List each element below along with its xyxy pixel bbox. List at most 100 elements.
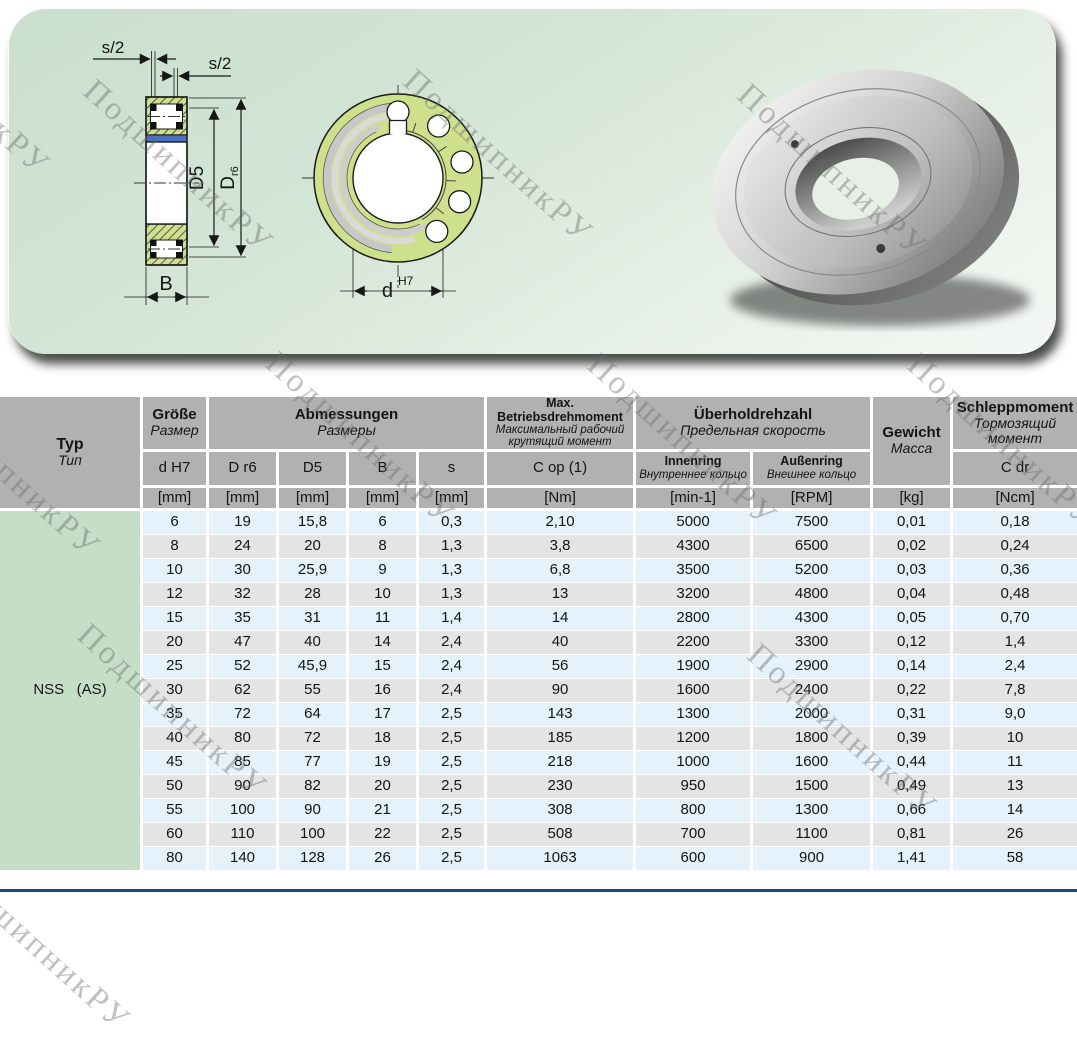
data-cell: 72	[279, 726, 349, 751]
drawing-panel: s/2 s/2 D5 Dr6 B	[8, 8, 1056, 354]
data-cell: 1063	[487, 846, 637, 871]
data-cell: 80	[209, 726, 279, 751]
data-cell: 14	[953, 798, 1077, 823]
data-cell: 0,70	[953, 606, 1077, 631]
table-row: 8 24 20 8 1,3 3,8 4300 6500 0,02 0,24	[0, 534, 1077, 559]
data-cell: 2,10	[487, 510, 637, 535]
data-cell: 21	[349, 798, 419, 823]
data-cell: 0,12	[873, 630, 954, 655]
data-cell: 0,05	[873, 606, 954, 631]
data-cell: 15	[143, 606, 209, 631]
data-cell: 25,9	[279, 558, 349, 583]
data-cell: 1000	[636, 750, 754, 775]
data-cell: 11	[953, 750, 1077, 775]
dim-label-dr6: Dr6	[218, 166, 241, 190]
data-cell: 50	[143, 774, 209, 799]
dim-label-s2-2: s/2	[209, 54, 232, 73]
unit-mm-1: [mm]	[143, 487, 209, 511]
data-cell: 24	[209, 534, 279, 559]
header-schleppmoment-ru1: Тормозящий	[973, 414, 1057, 431]
data-cell: 31	[279, 606, 349, 631]
header-max-moment: Max. Betriebsdrehmoment Максимальный раб…	[487, 396, 637, 452]
data-cell: 47	[209, 630, 279, 655]
data-cell: 1,3	[419, 558, 488, 583]
data-cell: 508	[487, 822, 637, 847]
data-cell: 15	[349, 654, 419, 679]
data-cell: 25	[143, 654, 209, 679]
freewheel-front-view-drawing: d H7	[302, 85, 497, 302]
data-cell: 0,31	[873, 702, 954, 727]
keyway-notch	[388, 119, 408, 134]
data-cell: 700	[636, 822, 754, 847]
data-cell: 22	[349, 822, 419, 847]
dim-label-d5: D5	[187, 166, 208, 190]
data-cell: 2400	[753, 678, 874, 703]
header-ueberholdrehzahl: Überholdrehzahl Предельная скорость	[636, 397, 874, 452]
table-row: 12 32 28 10 1,3 13 3200 4800 0,04 0,48	[0, 582, 1077, 607]
data-cell: 3500	[636, 558, 754, 583]
data-cell: 14	[487, 606, 637, 631]
data-cell: 58	[953, 846, 1077, 871]
data-cell: 20	[349, 774, 419, 799]
header-ueberholdrehzahl-de: Überholdrehzahl	[693, 406, 813, 424]
data-cell: 32	[209, 582, 279, 607]
data-cell: 3200	[636, 582, 754, 607]
header-groesse: Größe Размер	[143, 397, 209, 452]
unit-min-1: [min-1]	[636, 487, 754, 511]
data-cell: 1100	[753, 822, 874, 847]
subheader-c-op: C op (1)	[487, 451, 637, 488]
table-row: 60 110 100 22 2,5 508 700 1100 0,81 26	[0, 822, 1077, 847]
data-cell: 40	[143, 726, 209, 751]
data-cell: 1600	[753, 750, 874, 775]
data-cell: 60	[143, 822, 209, 847]
data-cell: 8	[143, 534, 209, 559]
data-cell: 82	[279, 774, 349, 799]
data-cell: 0,3	[419, 510, 488, 535]
data-cell: 30	[143, 678, 209, 703]
data-cell: 100	[209, 798, 279, 823]
bearing-photo	[711, 69, 1030, 326]
table-row: 55 100 90 21 2,5 308 800 1300 0,66 14	[0, 798, 1077, 823]
table-row: 30 62 55 16 2,4 90 1600 2400 0,22 7,8	[0, 678, 1077, 703]
watermark-text: ПодшипникРУ	[0, 849, 138, 1039]
data-cell: 5000	[636, 510, 754, 535]
data-cell: 2900	[753, 654, 874, 679]
data-cell: 6500	[753, 534, 874, 559]
data-cell: 0,14	[873, 654, 954, 679]
data-cell: 55	[279, 678, 349, 703]
data-cell: 16	[349, 678, 419, 703]
header-ueberholdrehzahl-ru: Предельная скорость	[680, 422, 826, 439]
data-cell: 30	[209, 558, 279, 583]
data-cell: 9	[349, 558, 419, 583]
table-row: 40 80 72 18 2,5 185 1200 1800 0,39 10	[0, 726, 1077, 751]
data-cell: 1800	[753, 726, 874, 751]
table-row: 25 52 45,9 15 2,4 56 1900 2900 0,14 2,4	[0, 654, 1077, 679]
data-cell: 1,41	[873, 846, 954, 871]
data-cell: 0,04	[873, 582, 954, 607]
data-cell: 8	[349, 534, 419, 559]
subheader-d-h7: d H7	[143, 451, 209, 488]
data-cell: 13	[953, 774, 1077, 799]
subheader-d5: D5	[279, 451, 349, 488]
data-cell: 0,18	[953, 510, 1077, 535]
unit-nm: [Nm]	[487, 487, 637, 511]
data-cell: 3300	[753, 630, 874, 655]
data-cell: 1,3	[419, 534, 488, 559]
data-cell: 4300	[636, 534, 754, 559]
data-cell: 0,36	[953, 558, 1077, 583]
bearing-cross-section-drawing: s/2 s/2 D5 Dr6 B	[93, 38, 247, 305]
table-row: 35 72 64 17 2,5 143 1300 2000 0,31 9,0	[0, 702, 1077, 727]
subheader-aussenring-ru: Внешнее кольцо	[766, 468, 857, 481]
unit-ncm: [Ncm]	[953, 487, 1077, 511]
data-cell: 15,8	[279, 510, 349, 535]
data-cell: 10	[953, 726, 1077, 751]
data-cell: 4800	[753, 582, 874, 607]
subheader-innenring-ru: Внутреннее кольцо	[639, 468, 747, 481]
data-cell: 6	[143, 510, 209, 535]
header-max-moment-ru1: Максимальный рабочий	[495, 424, 625, 436]
data-cell: 6	[349, 510, 419, 535]
data-cell: 20	[143, 630, 209, 655]
header-groesse-de: Größe	[152, 406, 197, 424]
dim-label-s2-1: s/2	[102, 38, 125, 57]
data-cell: 0,01	[873, 510, 954, 535]
